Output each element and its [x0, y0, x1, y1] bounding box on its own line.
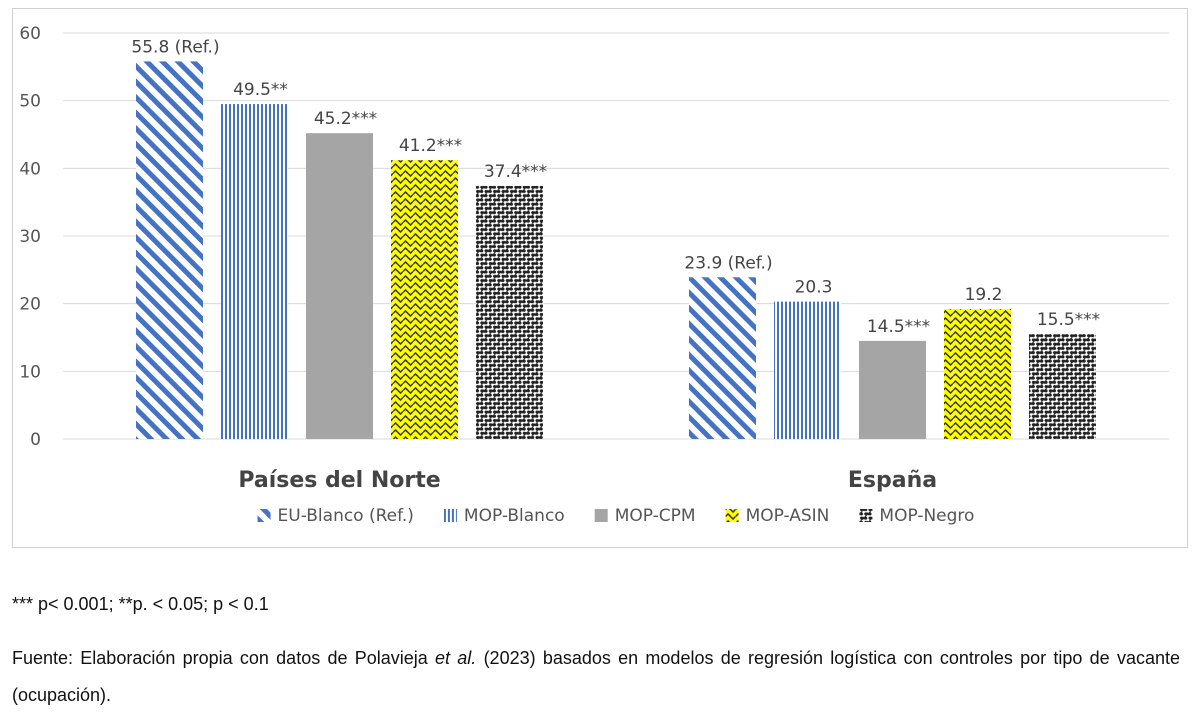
- data-label: 37.4***: [484, 162, 547, 182]
- data-labels: 55.8 (Ref.) 49.5** 45.2*** 41.2*** 37.4*** 23…: [131, 37, 1100, 336]
- bar-chart: 0 10 20 30 40 50 60 55.8 (Ref.) 49.5** 45.2*** 41…: [19, 24, 1169, 526]
- bar-eu-blanco-ref-1: [136, 61, 203, 440]
- data-label: 19.2: [965, 285, 1003, 305]
- legend-label: MOP-CPM: [615, 506, 696, 526]
- legend-swatch: [257, 509, 271, 522]
- data-label: 15.5***: [1037, 310, 1100, 330]
- category-labels: Países del Norte España: [238, 468, 937, 493]
- legend-swatch: [594, 509, 608, 522]
- legend-swatch: [725, 509, 739, 522]
- legend-swatch: [859, 509, 873, 522]
- legend-item: EU-Blanco (Ref.): [257, 506, 414, 526]
- y-tick-label: 40: [19, 159, 41, 179]
- bar-mop-negro-2: [1029, 334, 1096, 439]
- legend-label: MOP-Blanco: [464, 506, 565, 526]
- y-tick-label: 50: [19, 92, 41, 112]
- data-label: 41.2***: [399, 136, 462, 156]
- legend-item: MOP-CPM: [594, 506, 696, 526]
- legend-label: MOP-Negro: [879, 506, 974, 526]
- legend: EU-Blanco (Ref.) MOP-Blanco MOP-CPM MOP-ASI…: [257, 506, 974, 526]
- data-label: 20.3: [795, 278, 833, 298]
- bar-mop-negro-1: [476, 185, 543, 439]
- y-tick-label: 60: [19, 24, 41, 44]
- y-axis-ticks: 0 10 20 30 40 50 60: [19, 24, 41, 450]
- significance-note: *** p< 0.001; **p. < 0.05; p < 0.1: [12, 594, 269, 614]
- y-tick-label: 10: [19, 362, 41, 382]
- legend-label: EU-Blanco (Ref.): [278, 506, 414, 526]
- bars: [136, 61, 1096, 440]
- bar-mop-cpm-1: [306, 133, 373, 439]
- y-tick-label: 20: [19, 295, 41, 315]
- data-label: 45.2***: [314, 109, 377, 129]
- data-label: 55.8 (Ref.): [131, 37, 219, 57]
- y-tick-label: 30: [19, 227, 41, 247]
- bar-mop-blanco-2: [774, 301, 841, 439]
- legend-item: MOP-ASIN: [725, 506, 830, 526]
- bar-mop-cpm-2: [859, 340, 926, 439]
- bar-mop-asin-2: [944, 309, 1011, 439]
- legend-label: MOP-ASIN: [746, 506, 830, 526]
- source-suffix: (2023) basados en modelos de regresión l…: [12, 648, 1180, 705]
- source-note: Fuente: Elaboración propia con datos de …: [12, 640, 1180, 714]
- data-label: 49.5**: [233, 80, 288, 100]
- chart-frame: 0 10 20 30 40 50 60 55.8 (Ref.) 49.5** 45.2*** 41…: [12, 8, 1188, 548]
- category-label: España: [848, 468, 937, 493]
- bar-mop-blanco-1: [221, 104, 288, 440]
- category-label: Países del Norte: [238, 468, 440, 493]
- data-label: 23.9 (Ref.): [684, 253, 772, 273]
- source-italic: et al.: [435, 648, 477, 668]
- legend-item: MOP-Negro: [859, 506, 974, 526]
- legend-item: MOP-Blanco: [443, 506, 565, 526]
- y-tick-label: 0: [30, 430, 41, 450]
- source-prefix: Fuente: Elaboración propia con datos de …: [12, 648, 436, 668]
- legend-swatch: [443, 509, 457, 522]
- bar-eu-blanco-ref-2: [689, 277, 756, 439]
- bar-mop-asin-1: [391, 160, 458, 440]
- data-label: 14.5***: [867, 317, 930, 337]
